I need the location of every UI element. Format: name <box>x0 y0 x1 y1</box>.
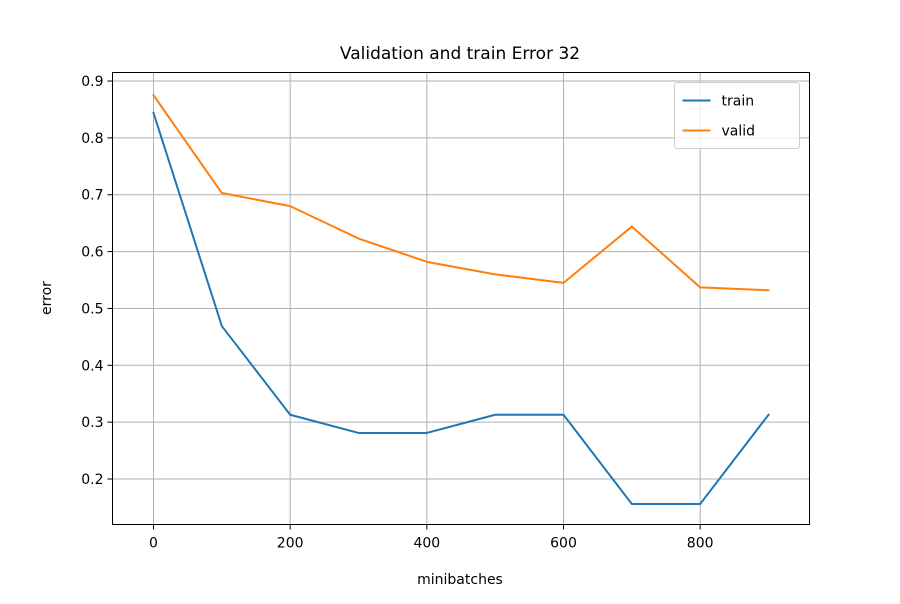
legend-label-valid: valid <box>722 124 756 140</box>
series-line-valid <box>152 93 770 292</box>
y-tick-label: 0.8 <box>81 131 103 147</box>
x-axis-label: minibatches <box>417 572 503 588</box>
plot-area-frame <box>112 72 810 525</box>
y-tick-label: 0.6 <box>81 245 103 261</box>
x-tick-label: 400 <box>413 536 440 552</box>
y-axis-label: error <box>39 281 55 315</box>
x-tick-label: 600 <box>550 536 577 552</box>
x-tick-label: 0 <box>149 536 158 552</box>
legend: train valid <box>674 82 800 149</box>
x-tick-label: 800 <box>687 536 714 552</box>
legend-box <box>674 82 800 149</box>
chart-title: Validation and train Error 32 <box>340 44 580 64</box>
y-tick-label: 0.4 <box>81 358 103 374</box>
legend-label-train: train <box>722 94 755 110</box>
y-tick-label: 0.2 <box>81 472 103 488</box>
x-tick-label: 200 <box>277 536 304 552</box>
series-line-train <box>152 111 770 506</box>
y-tick-label: 0.9 <box>81 74 103 90</box>
y-tick-label: 0.5 <box>81 301 103 317</box>
y-tick-label: 0.3 <box>81 415 103 431</box>
y-tick-label: 0.7 <box>81 188 103 204</box>
